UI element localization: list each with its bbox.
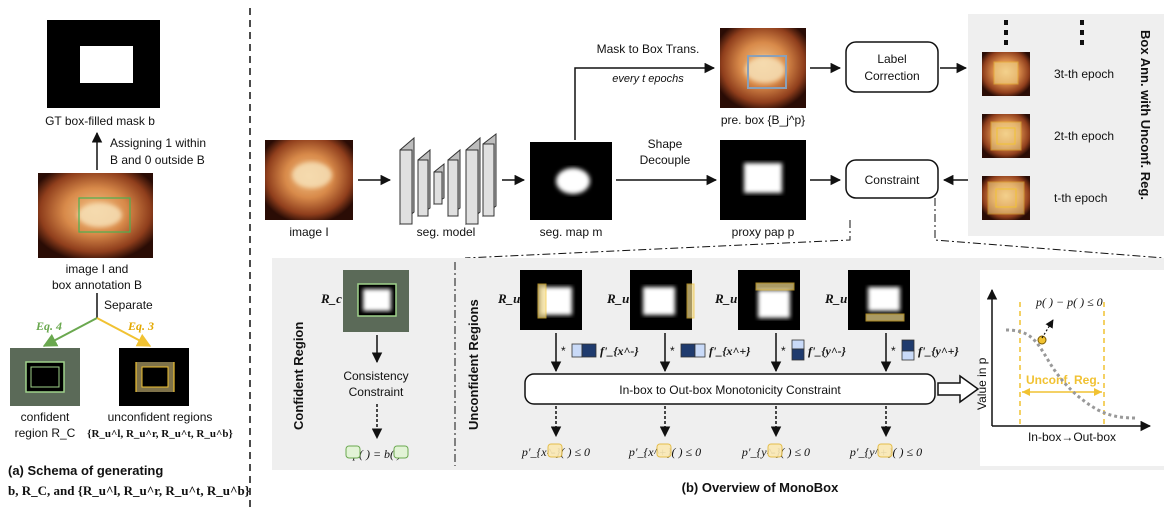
value-curve [1005, 328, 1137, 420]
caption-b: (b) Overview of MonoBox [682, 480, 840, 495]
svg-text:*: * [670, 344, 675, 358]
epoch-2t-label: 2t-th epoch [1054, 129, 1114, 143]
confident-line1: confident [21, 410, 70, 424]
svg-text:*: * [891, 344, 896, 358]
image-label-line1: image I and [66, 262, 129, 276]
dashdot-right [934, 198, 1165, 259]
svg-text:*: * [561, 344, 566, 358]
unconfident-line1: unconfident regions [108, 410, 213, 424]
confident-region-title: Confident Region [291, 322, 306, 430]
caption-a-line1: (a) Schema of generating [8, 463, 163, 478]
shape-decouple-line2: Decouple [640, 153, 691, 167]
plot-background [980, 270, 1164, 466]
consistency-line2: Constraint [349, 385, 404, 399]
plot-xlabel: In-box→Out-box [1028, 430, 1116, 444]
monotonicity-plot: Value in p In-box→Out-box Unconf. Reg. p… [975, 270, 1164, 466]
unconfident-column: Unconfident Regions R_u^l R_u^r R_u^t R_… [466, 270, 980, 459]
eq4-arrow [42, 317, 98, 347]
seg-map-label: seg. map m [540, 225, 603, 239]
every-t-label: every t epochs [612, 73, 684, 85]
inequality-row: p'_{x^-}( ) ≤ 0 p'_{x^+}( ) ≤ 0 p'_{y^-}… [521, 443, 922, 459]
left-panel: GT box-filled mask b Assigning 1 within … [8, 20, 250, 498]
box-annotation [78, 197, 131, 233]
seg-model-icon [399, 132, 497, 226]
dashdot-left [464, 220, 851, 259]
seg-model-label: seg. model [417, 225, 476, 239]
epoch-3t-label: 3t-th epoch [1054, 67, 1114, 81]
assign-line1: Assigning 1 within [110, 136, 206, 150]
label-correction-line1: Label [877, 52, 906, 66]
consistency-line1: Consistency [343, 369, 408, 383]
vertical-dots [1004, 20, 1084, 45]
f-derivative-row: * f'_{x^-} * f'_{x^+} * f'_{y^-} * f'_{y… [550, 333, 960, 373]
f-label-x-plus: f'_{x^+} [709, 344, 751, 358]
shape-decouple-line1: Shape [648, 137, 683, 151]
eq3-label: Eq. 3 [127, 319, 154, 333]
plot-equation: p( ) − p( ) ≤ 0 [1035, 295, 1103, 309]
epoch-t-label: t-th epoch [1054, 191, 1107, 205]
confident-line2: region R_C [15, 426, 76, 440]
eq3-arrow [96, 317, 152, 347]
svg-text:*: * [781, 344, 786, 358]
mask-to-box-label: Mask to Box Trans. [597, 42, 700, 56]
unconfident-regions-title: Unconfident Regions [466, 299, 481, 430]
gt-mask-label: GT box-filled mask b [45, 114, 155, 128]
image-label-line2: box annotation B [52, 278, 142, 292]
assign-line2: B and 0 outside B [110, 153, 205, 167]
epoch-panel-title: Box Ann. with Unconf. Reg. [1138, 30, 1153, 200]
label-correction-line2: Correction [864, 69, 919, 83]
f-label-x-minus: f'_{x^-} [600, 344, 639, 358]
separate-label: Separate [104, 298, 153, 312]
label-correction-box [845, 41, 939, 93]
f-label-y-plus: f'_{y^+} [918, 344, 960, 358]
monotonicity-label: In-box to Out-box Monotonicity Constrain… [619, 383, 841, 397]
f-label-y-minus: f'_{y^-} [808, 344, 847, 358]
caption-a-line2: b, R_C, and {R_u^l, R_u^r, R_u^t, R_u^b} [8, 483, 250, 498]
top-pipeline: image I seg. model seg. map m Shape Deco… [265, 14, 1164, 239]
gt-mask-box [80, 46, 133, 83]
outline-arrow [937, 374, 980, 404]
eq4-label: Eq. 4 [35, 319, 62, 333]
plot-ylabel: Value in p [975, 357, 989, 410]
monotonicity-box [524, 373, 936, 405]
image-label: image I [289, 225, 328, 239]
confident-eq: p( ) = b( ) [352, 447, 401, 461]
proxy-label: proxy pap p [732, 225, 795, 239]
constraint-box [845, 159, 939, 199]
rc-label: R_c [320, 291, 342, 306]
confident-column: Confident Region R_c Consistency Constra… [291, 270, 409, 461]
pre-box-label: pre. box {B_j^p} [721, 113, 805, 127]
constraint-label: Constraint [865, 173, 920, 187]
unconfident-line2: {R_u^l, R_u^r, R_u^t, R_u^b} [87, 428, 233, 440]
